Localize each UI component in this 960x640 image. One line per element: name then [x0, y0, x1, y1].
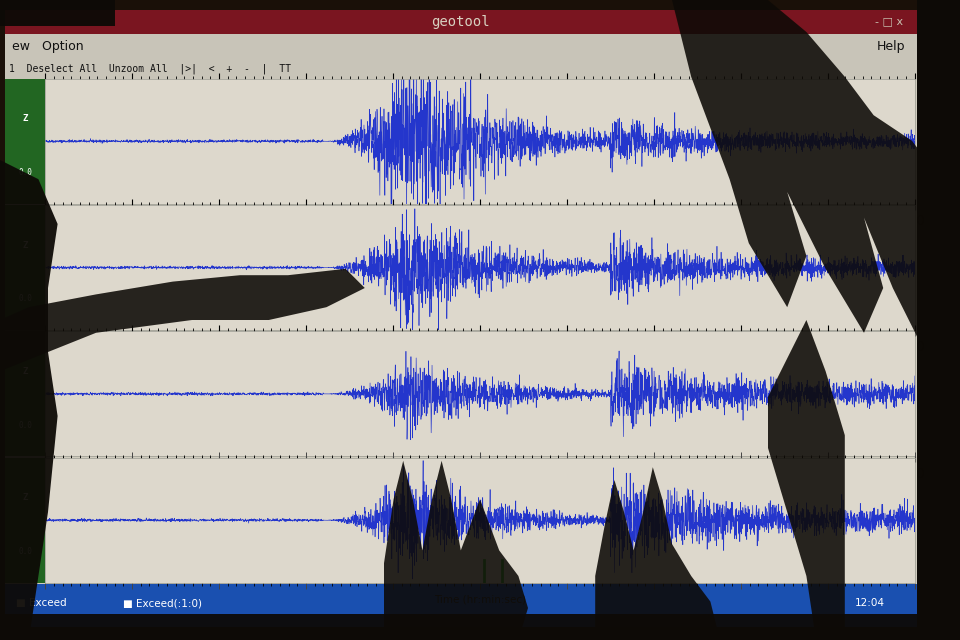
Text: geotool: geotool — [431, 15, 491, 29]
Text: 0.0: 0.0 — [18, 547, 32, 556]
Text: 0.0: 0.0 — [18, 294, 32, 303]
Bar — [0, 614, 960, 640]
Polygon shape — [0, 269, 365, 448]
Text: Z: Z — [22, 493, 28, 502]
X-axis label: Time (hr:min:sec): Time (hr:min:sec) — [434, 595, 526, 605]
Polygon shape — [384, 461, 528, 640]
Text: Z: Z — [22, 241, 28, 250]
Text: 12:04: 12:04 — [854, 598, 885, 609]
Text: ew   Option: ew Option — [12, 40, 84, 52]
Text: ■ Exceed: ■ Exceed — [15, 598, 66, 609]
Polygon shape — [768, 320, 845, 640]
Text: - □ x: - □ x — [875, 17, 903, 27]
Bar — [917, 0, 960, 640]
Text: 0.0: 0.0 — [18, 168, 32, 177]
Text: 0.0: 0.0 — [18, 420, 32, 429]
Polygon shape — [672, 0, 960, 346]
Text: 1  Deselect All  Unzoom All  |>|  <  +  -  |  TT: 1 Deselect All Unzoom All |>| < + - | TT — [10, 63, 292, 74]
Text: Z: Z — [22, 367, 28, 376]
Text: Help: Help — [876, 40, 905, 52]
Text: Z: Z — [22, 114, 28, 124]
Polygon shape — [0, 160, 58, 640]
Polygon shape — [595, 467, 720, 640]
Text: ■ Exceed(:1:0): ■ Exceed(:1:0) — [123, 598, 203, 609]
Bar — [0, 0, 115, 26]
